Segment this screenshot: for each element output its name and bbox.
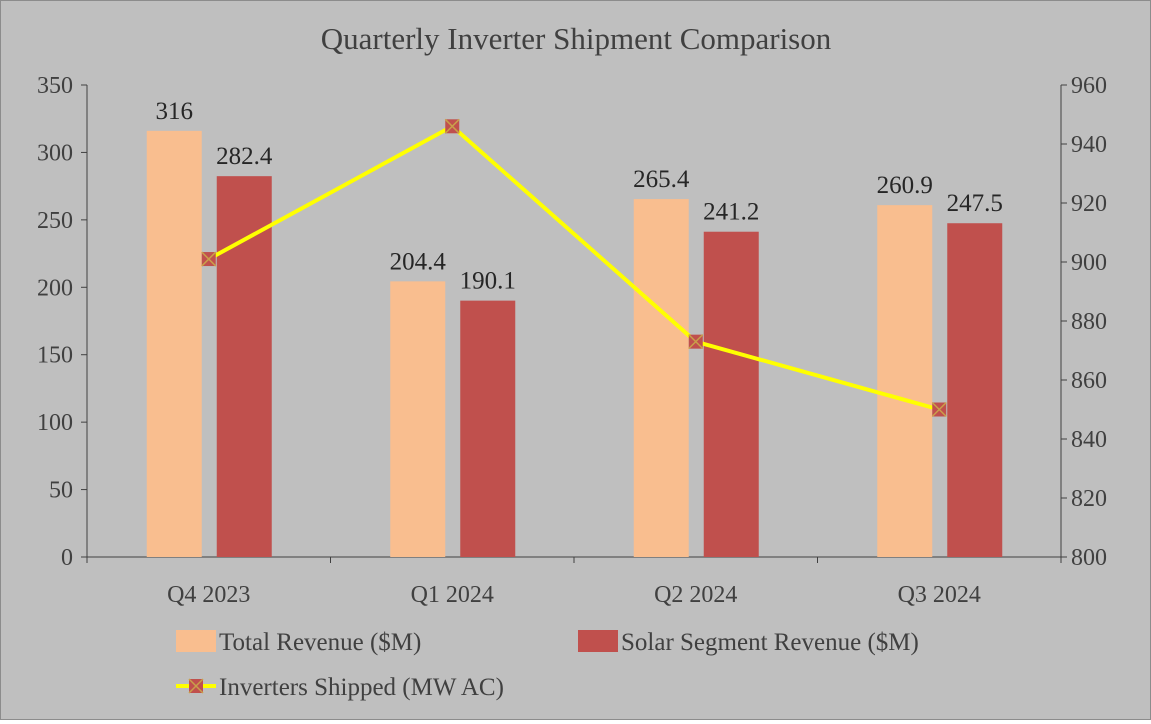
- solar-revenue-bar: [947, 223, 1003, 557]
- x-tick-label: Q2 2024: [654, 582, 737, 608]
- marker-x: [444, 118, 460, 134]
- marker-x: [201, 251, 217, 267]
- total-revenue-bar: [390, 281, 446, 557]
- legend-label: Inverters Shipped (MW AC): [219, 674, 504, 701]
- inverters-point: [444, 118, 460, 134]
- total-revenue-bar: [633, 199, 689, 557]
- solar-revenue-bar: [703, 231, 759, 557]
- inverters-point: [688, 334, 704, 350]
- right-tick-label: 940: [1071, 132, 1107, 158]
- left-tick-label: 50: [49, 478, 73, 504]
- left-tick-label: 200: [37, 275, 73, 301]
- legend-item-total-revenue: Total Revenue ($M): [176, 629, 421, 656]
- right-tick-label: 880: [1071, 309, 1107, 335]
- total-revenue-bar: [877, 205, 933, 557]
- legend-item-solar-revenue: Solar Segment Revenue ($M): [578, 629, 919, 656]
- data-label: 282.4: [216, 143, 273, 170]
- right-tick-label: 820: [1071, 486, 1107, 512]
- legend-marker: [188, 678, 204, 694]
- total-revenue-bar: [146, 130, 202, 557]
- data-label: 265.4: [633, 166, 690, 193]
- right-tick-label: 900: [1071, 250, 1107, 276]
- x-tick-label: Q1 2024: [411, 582, 494, 608]
- marker-x: [931, 401, 947, 418]
- legend-swatch: [176, 630, 216, 652]
- data-label: 204.4: [390, 248, 447, 275]
- inverters-point: [201, 251, 217, 267]
- right-tick-label: 860: [1071, 368, 1107, 394]
- solar-revenue-bar: [216, 176, 272, 557]
- data-label: 190.1: [460, 268, 516, 295]
- legend-label: Solar Segment Revenue ($M): [621, 629, 919, 656]
- legend-label: Total Revenue ($M): [219, 629, 421, 656]
- x-tick-label: Q3 2024: [898, 582, 981, 608]
- left-tick-label: 0: [61, 545, 73, 571]
- data-label: 316: [156, 98, 194, 125]
- left-tick-label: 150: [37, 343, 73, 369]
- solar-revenue-bar: [460, 300, 516, 557]
- right-tick-label: 960: [1071, 73, 1107, 99]
- x-tick-label: Q4 2023: [167, 582, 250, 608]
- left-tick-label: 350: [37, 73, 73, 99]
- data-label: 241.2: [703, 199, 759, 226]
- data-label: 260.9: [877, 172, 933, 199]
- inverters-line: [207, 123, 940, 412]
- data-label: 247.5: [947, 190, 1003, 217]
- right-tick-label: 800: [1071, 545, 1107, 571]
- left-tick-label: 250: [37, 208, 73, 234]
- legend-item-inverters: Inverters Shipped (MW AC): [176, 674, 504, 701]
- left-tick-label: 300: [37, 140, 73, 166]
- inverters-point: [931, 401, 947, 418]
- marker-x: [188, 678, 204, 694]
- marker-x: [688, 334, 704, 350]
- right-tick-label: 920: [1071, 191, 1107, 217]
- left-tick-label: 100: [37, 410, 73, 436]
- legend-swatch: [578, 630, 618, 652]
- chart-title: Quarterly Inverter Shipment Comparison: [321, 21, 832, 56]
- right-tick-label: 840: [1071, 427, 1107, 453]
